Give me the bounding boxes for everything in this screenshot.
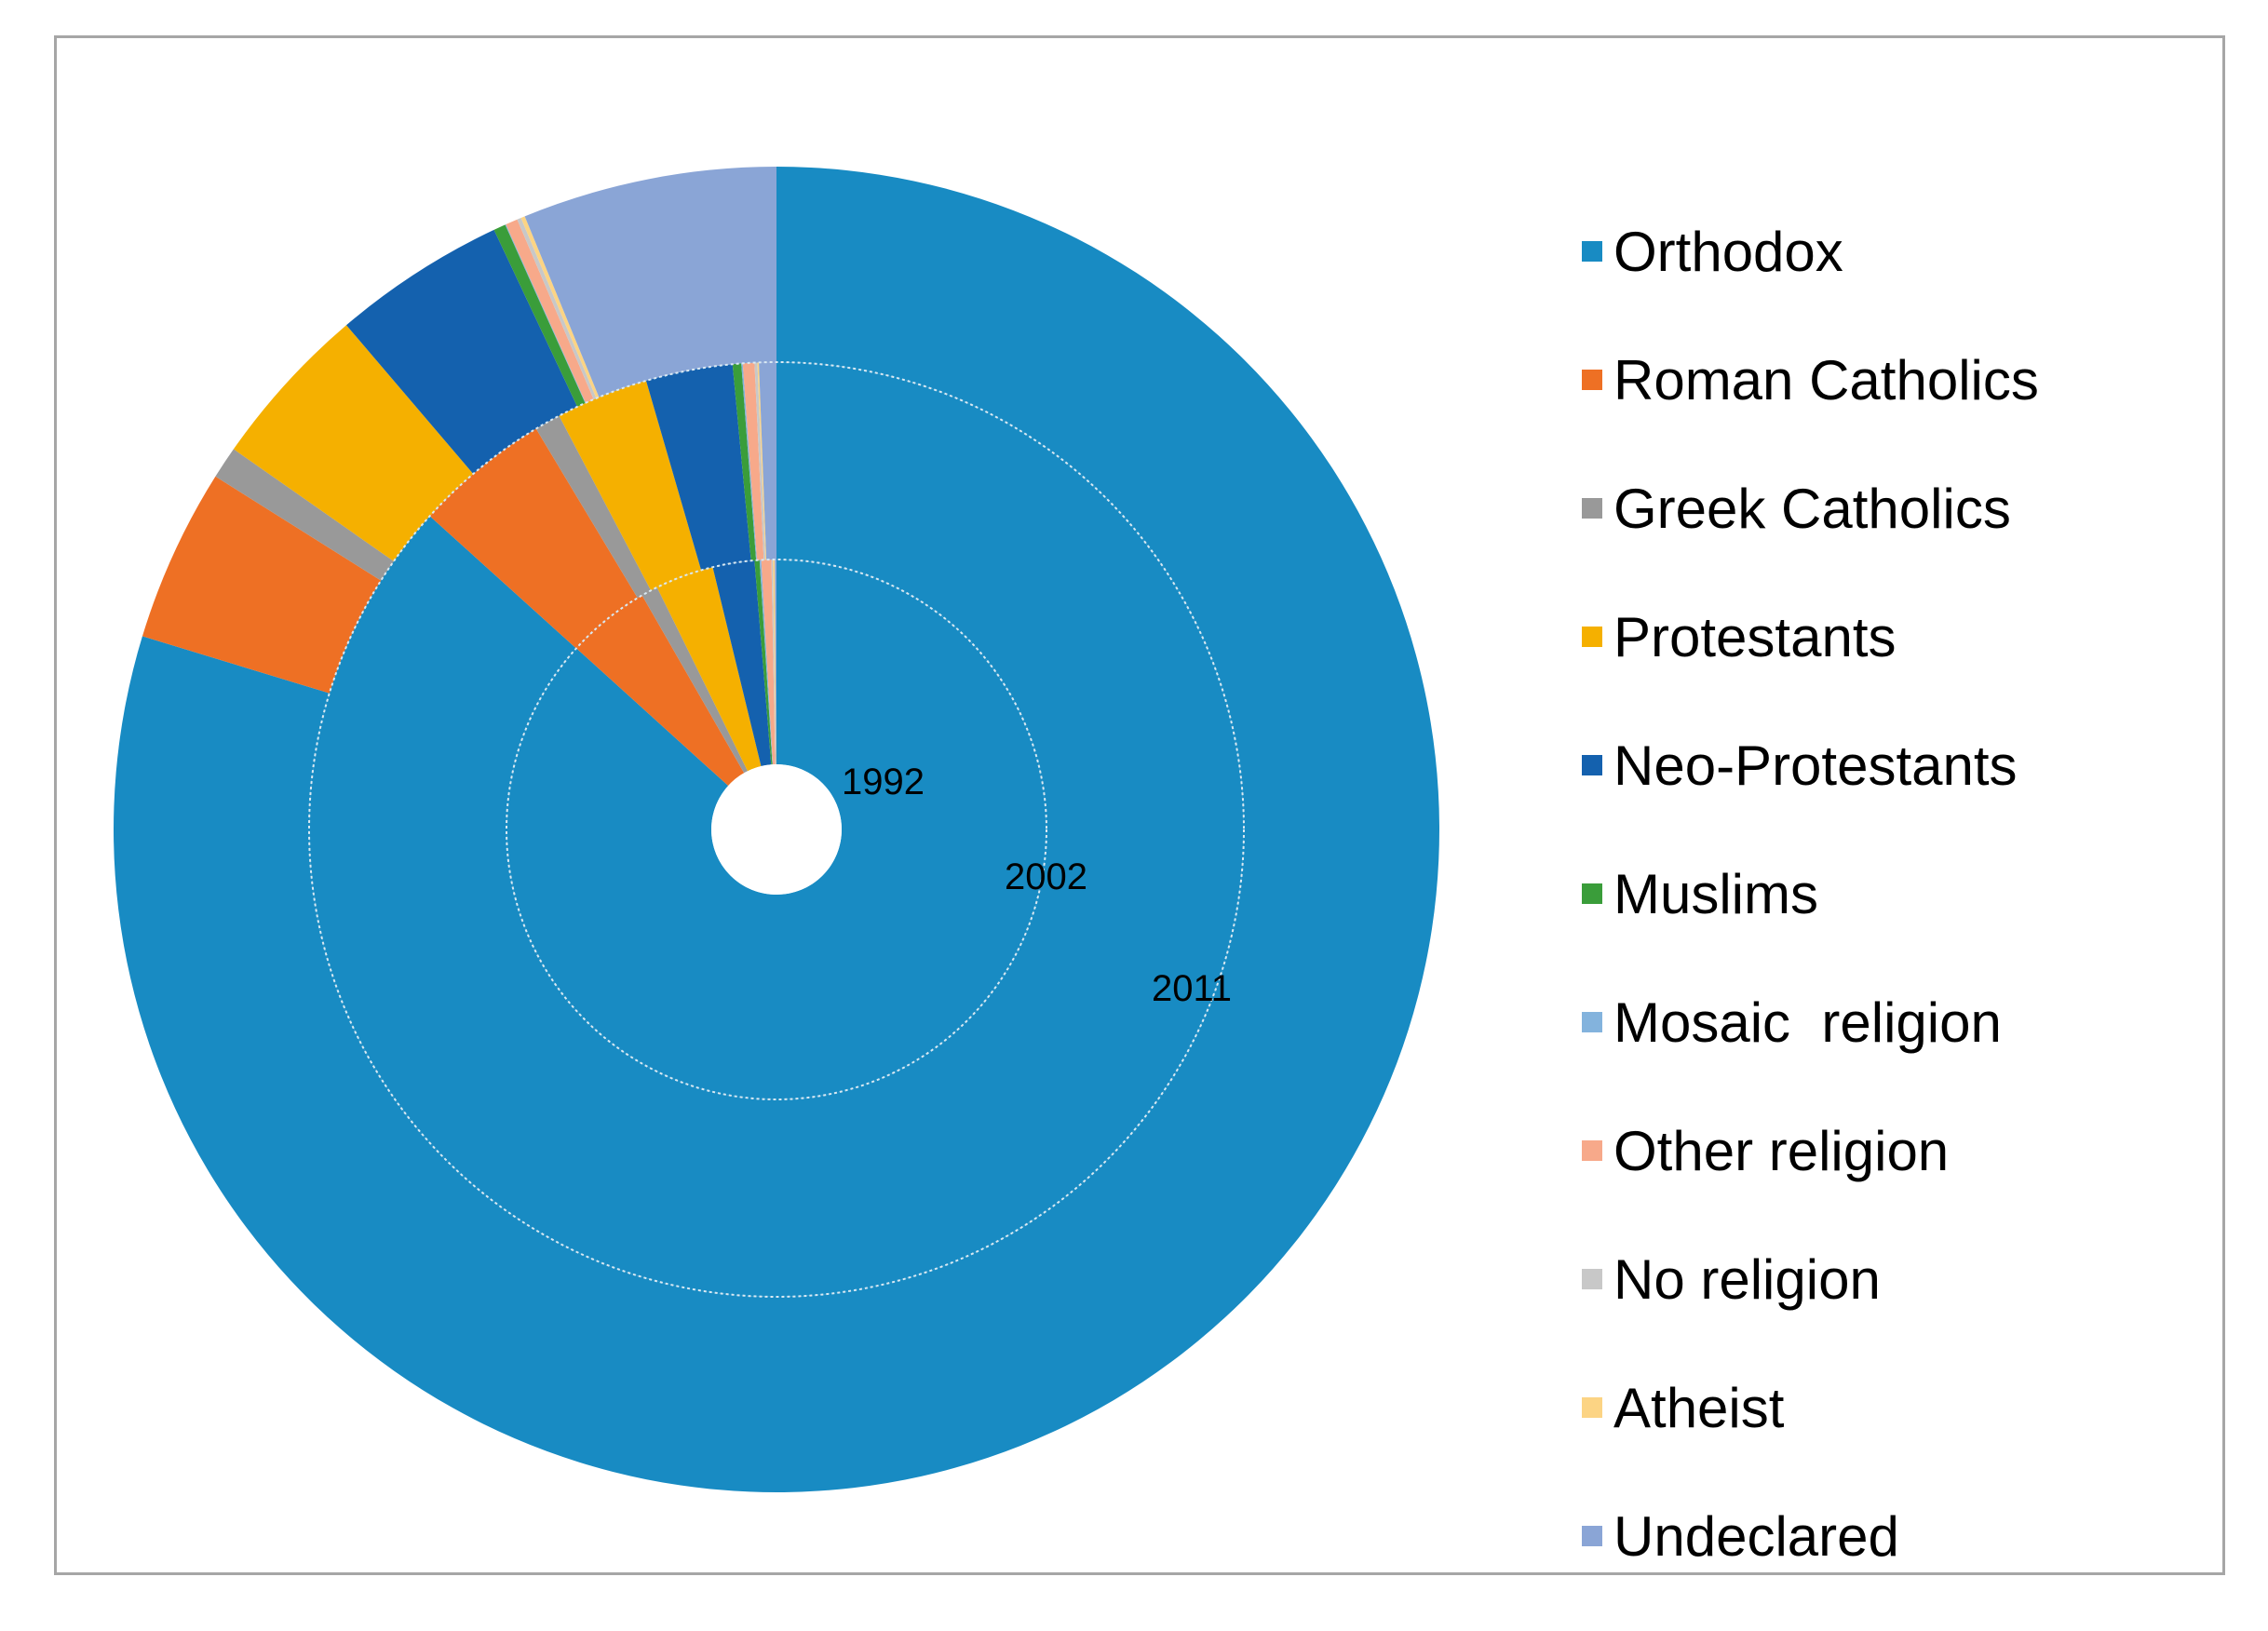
slice-2002-undeclared	[759, 362, 776, 560]
slice-1992-other-religion	[761, 559, 776, 765]
legend-label-roman-catholics: Roman Catholics	[1613, 348, 2039, 411]
legend-swatch-other-religion	[1582, 1140, 1602, 1161]
legend-label-greek-catholics: Greek Catholics	[1613, 477, 2011, 540]
legend-label-atheist: Atheist	[1613, 1376, 1785, 1439]
slice-1992-greek-catholics	[641, 586, 749, 774]
ring-label-2011: 2011	[1152, 968, 1232, 1009]
slice-1992-protestants	[656, 567, 762, 772]
slice-2002-orthodox	[308, 362, 1244, 1297]
slice-2002-atheist	[757, 362, 767, 560]
legend-label-other-religion: Other religion	[1613, 1119, 1950, 1182]
ring-label-1992: 1992	[842, 762, 925, 802]
slice-2011-muslims	[493, 224, 586, 407]
legend-label-mosaic-religion: Mosaic religion	[1613, 991, 2002, 1054]
slice-2011-other-religion	[506, 219, 594, 403]
legend: Orthodox Roman Catholics Greek Catholics…	[1582, 187, 2234, 1600]
slice-2011-no-religion	[517, 218, 597, 399]
legend-item-atheist: Atheist	[1582, 1343, 2234, 1472]
legend-item-undeclared: Undeclared	[1582, 1472, 2234, 1600]
center-hole	[711, 764, 842, 895]
legend-item-muslims: Muslims	[1582, 829, 2234, 958]
legend-swatch-roman-catholics	[1582, 370, 1602, 390]
legend-item-mosaic-religion: Mosaic religion	[1582, 958, 2234, 1086]
sunburst-chart: 1992 2002 2011	[113, 167, 1439, 1493]
slice-1992-orthodox	[506, 559, 1046, 1099]
legend-label-muslims: Muslims	[1613, 862, 1818, 925]
slice-1992-no-religion	[771, 559, 776, 765]
legend-swatch-protestants	[1582, 627, 1602, 647]
slice-2002-greek-catholics	[535, 415, 652, 599]
slice-2011-greek-catholics	[215, 449, 394, 581]
ring-separator-1	[506, 559, 1047, 1100]
slice-2002-muslims	[732, 363, 757, 561]
legend-swatch-undeclared	[1582, 1526, 1602, 1546]
slice-1992-muslims	[754, 559, 773, 765]
legend-item-protestants: Protestants	[1582, 573, 2234, 701]
legend-swatch-atheist	[1582, 1397, 1602, 1418]
legend-swatch-neo-protestants	[1582, 755, 1602, 775]
slice-2011-neo-protestants	[346, 229, 578, 475]
chart-rings	[113, 167, 1439, 1493]
chart-frame: 1992 2002 2011 Orthodox Roman Catholics …	[54, 35, 2225, 1575]
legend-label-no-religion: No religion	[1613, 1247, 1881, 1311]
slice-2011-orthodox	[113, 167, 1439, 1493]
legend-item-no-religion: No religion	[1582, 1215, 2234, 1343]
slice-2002-other-religion	[742, 362, 764, 560]
slice-1992-mosaic-religion	[759, 559, 774, 765]
ring-separator-2	[308, 361, 1245, 1298]
slice-2011-mosaic-religion	[505, 224, 587, 403]
legend-label-undeclared: Undeclared	[1613, 1504, 1899, 1568]
ring-label-2002: 2002	[1005, 856, 1087, 897]
legend-label-protestants: Protestants	[1613, 605, 1897, 668]
slice-1992-atheist	[773, 559, 776, 765]
slice-1992-neo-protestants	[712, 559, 772, 766]
legend-item-other-religion: Other religion	[1582, 1086, 2234, 1215]
legend-swatch-greek-catholics	[1582, 498, 1602, 519]
legend-swatch-mosaic-religion	[1582, 1012, 1602, 1032]
slice-1992-undeclared	[775, 559, 776, 765]
legend-item-neo-protestants: Neo-Protestants	[1582, 701, 2234, 829]
slice-2002-protestants	[559, 380, 702, 591]
legend-label-orthodox: Orthodox	[1613, 220, 1843, 283]
legend-item-greek-catholics: Greek Catholics	[1582, 444, 2234, 573]
slice-2002-neo-protestants	[645, 364, 751, 571]
slice-2011-roman-catholics	[142, 476, 382, 694]
slice-2002-roman-catholics	[429, 428, 638, 649]
slice-2011-protestants	[233, 325, 474, 561]
legend-swatch-no-religion	[1582, 1269, 1602, 1289]
slice-2002-mosaic-religion	[741, 363, 758, 560]
slice-1992-roman-catholics	[576, 595, 745, 787]
slice-2011-undeclared	[524, 167, 776, 398]
legend-item-roman-catholics: Roman Catholics	[1582, 316, 2234, 444]
legend-swatch-muslims	[1582, 883, 1602, 904]
slice-2002-no-religion	[754, 362, 766, 560]
legend-label-neo-protestants: Neo-Protestants	[1613, 734, 2018, 797]
slice-2011-atheist	[520, 216, 600, 398]
legend-item-orthodox: Orthodox	[1582, 187, 2234, 316]
legend-swatch-orthodox	[1582, 241, 1602, 262]
